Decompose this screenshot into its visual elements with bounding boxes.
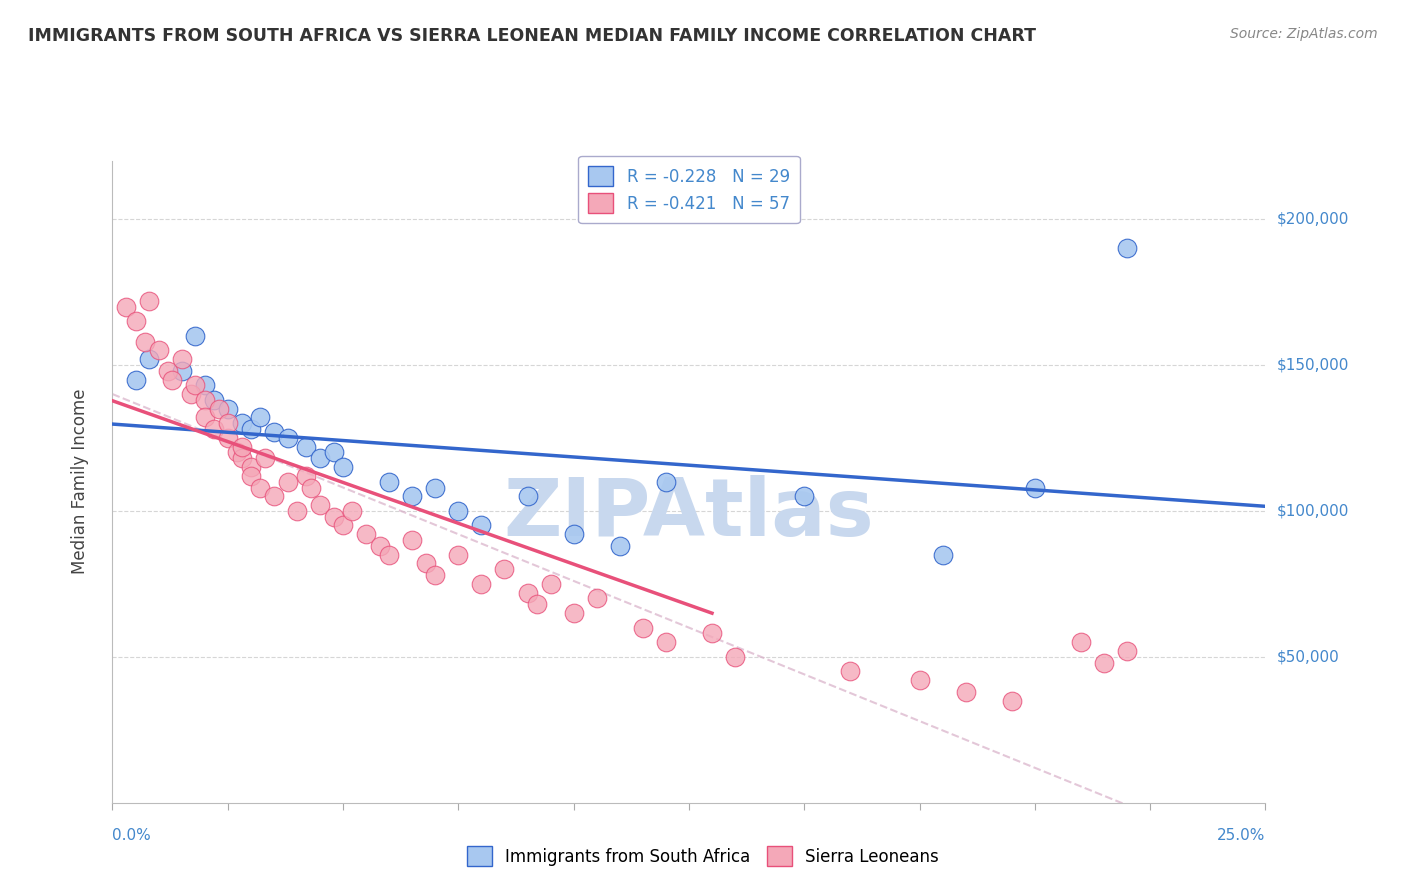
Point <box>231 451 253 466</box>
Point <box>562 527 585 541</box>
Point <box>263 425 285 439</box>
Point <box>540 577 562 591</box>
Point <box>415 557 437 571</box>
Y-axis label: Median Family Income: Median Family Income <box>70 389 89 574</box>
Point <box>239 460 262 475</box>
Point <box>609 539 631 553</box>
Point <box>425 568 447 582</box>
Point <box>470 518 492 533</box>
Point <box>562 606 585 620</box>
Point <box>839 665 862 679</box>
Point <box>194 410 217 425</box>
Point <box>217 417 239 431</box>
Point <box>908 673 931 688</box>
Point <box>425 481 447 495</box>
Point <box>202 392 225 407</box>
Point <box>354 527 377 541</box>
Point <box>494 562 516 576</box>
Point <box>585 591 607 606</box>
Text: $150,000: $150,000 <box>1277 358 1348 372</box>
Point <box>655 475 678 489</box>
Point <box>516 585 538 599</box>
Text: 0.0%: 0.0% <box>112 829 152 844</box>
Point <box>134 334 156 349</box>
Text: $50,000: $50,000 <box>1277 649 1340 665</box>
Point <box>239 468 262 483</box>
Point <box>1116 644 1139 658</box>
Text: $200,000: $200,000 <box>1277 211 1348 227</box>
Legend: R = -0.228   N = 29, R = -0.421   N = 57: R = -0.228 N = 29, R = -0.421 N = 57 <box>578 156 800 223</box>
Point <box>526 597 548 611</box>
Point <box>253 451 276 466</box>
Text: ZIPAtlas: ZIPAtlas <box>503 475 875 553</box>
Point <box>202 422 225 436</box>
Point <box>170 364 193 378</box>
Point <box>1024 481 1046 495</box>
Point <box>401 533 423 547</box>
Point <box>295 468 318 483</box>
Point <box>368 539 391 553</box>
Point <box>378 475 401 489</box>
Point <box>124 314 146 328</box>
Point <box>299 481 322 495</box>
Point <box>249 481 271 495</box>
Point <box>447 548 470 562</box>
Point <box>180 387 202 401</box>
Point <box>231 440 253 454</box>
Point <box>655 635 678 649</box>
Point <box>156 364 179 378</box>
Point <box>401 489 423 503</box>
Text: $100,000: $100,000 <box>1277 503 1348 518</box>
Point <box>332 460 354 475</box>
Text: Source: ZipAtlas.com: Source: ZipAtlas.com <box>1230 27 1378 41</box>
Point <box>277 475 299 489</box>
Point <box>239 422 262 436</box>
Text: 25.0%: 25.0% <box>1218 829 1265 844</box>
Point <box>184 328 207 343</box>
Point <box>1092 656 1115 670</box>
Point <box>295 440 318 454</box>
Point <box>194 392 217 407</box>
Point <box>724 649 747 664</box>
Point <box>322 445 344 459</box>
Point <box>309 451 332 466</box>
Point <box>793 489 815 503</box>
Point <box>470 577 492 591</box>
Point <box>217 401 239 416</box>
Point <box>955 685 977 699</box>
Point <box>194 378 217 392</box>
Text: IMMIGRANTS FROM SOUTH AFRICA VS SIERRA LEONEAN MEDIAN FAMILY INCOME CORRELATION : IMMIGRANTS FROM SOUTH AFRICA VS SIERRA L… <box>28 27 1036 45</box>
Point <box>447 504 470 518</box>
Point <box>170 352 193 367</box>
Point <box>162 372 184 386</box>
Point <box>138 293 160 308</box>
Point <box>516 489 538 503</box>
Legend: Immigrants from South Africa, Sierra Leoneans: Immigrants from South Africa, Sierra Leo… <box>458 838 948 875</box>
Point <box>1001 693 1024 707</box>
Point <box>285 504 308 518</box>
Point <box>631 621 654 635</box>
Point <box>217 431 239 445</box>
Point <box>309 498 332 512</box>
Point <box>1116 241 1139 255</box>
Point <box>207 401 229 416</box>
Point <box>231 417 253 431</box>
Point <box>115 300 138 314</box>
Point <box>700 626 723 640</box>
Point <box>184 378 207 392</box>
Point <box>263 489 285 503</box>
Point <box>378 548 401 562</box>
Point <box>138 352 160 367</box>
Point <box>931 548 953 562</box>
Point <box>148 343 170 358</box>
Point <box>226 445 249 459</box>
Point <box>124 372 146 386</box>
Point <box>342 504 364 518</box>
Point <box>332 518 354 533</box>
Point <box>322 509 344 524</box>
Point <box>1070 635 1092 649</box>
Point <box>249 410 271 425</box>
Point <box>277 431 299 445</box>
